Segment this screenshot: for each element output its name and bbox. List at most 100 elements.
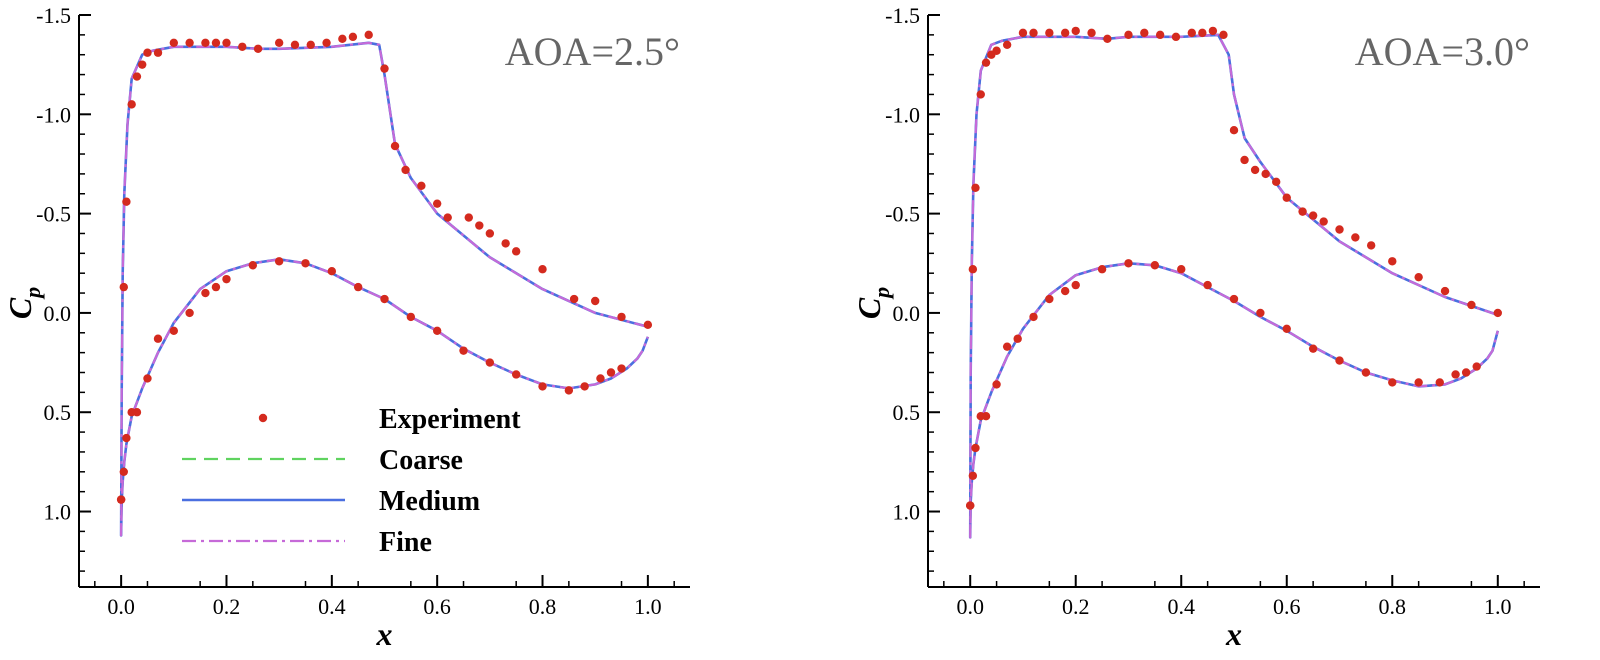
- experiment-point: [401, 165, 410, 175]
- experiment-point: [211, 38, 221, 48]
- x-axis-title: x: [376, 616, 393, 652]
- x-tick-label: 1.0: [1484, 594, 1512, 619]
- experiment-point: [348, 32, 358, 42]
- experiment-point: [119, 467, 128, 477]
- y-tick-label: -1.5: [885, 3, 920, 28]
- experiment-point: [1472, 362, 1481, 371]
- experiment-point: [485, 358, 495, 367]
- experiment-point: [143, 374, 152, 383]
- experiment-point: [1414, 378, 1423, 387]
- experiment-point: [1308, 211, 1318, 220]
- experiment-point: [1140, 28, 1149, 38]
- experiment-point: [1351, 233, 1360, 242]
- experiment-point: [1461, 368, 1471, 377]
- experiment-point: [1435, 378, 1444, 387]
- experiment-point: [1229, 294, 1239, 304]
- experiment-point: [238, 42, 247, 51]
- y-axis-title: Cp: [2, 287, 45, 319]
- experiment-point: [538, 265, 547, 274]
- y-tick-label: -0.5: [885, 202, 920, 227]
- experiment-point: [1256, 308, 1265, 318]
- experiment-point: [1029, 312, 1038, 322]
- experiment-point: [1187, 28, 1196, 38]
- y-tick-label: 0.5: [893, 400, 921, 425]
- experiment-point: [1388, 378, 1397, 387]
- experiment-point: [1150, 261, 1160, 270]
- y-tick-label: -1.0: [885, 102, 920, 127]
- experiment-point: [1272, 177, 1281, 187]
- legend-label-experiment: Experiment: [379, 404, 521, 435]
- experiment-point: [301, 259, 310, 268]
- x-tick-label: 1.0: [634, 594, 662, 619]
- experiment-point: [432, 326, 442, 335]
- fine-series-line: [120, 41, 649, 537]
- experiment-point: [364, 30, 373, 40]
- experiment-point: [966, 501, 975, 510]
- experiment-point: [1071, 26, 1080, 36]
- experiment-point: [1124, 30, 1133, 40]
- legend-marker-experiment: [258, 413, 268, 423]
- experiment-point: [971, 443, 980, 453]
- experiment-point: [1155, 30, 1165, 40]
- experiment-point: [1319, 217, 1328, 226]
- experiment-point: [1060, 286, 1070, 296]
- legend: Experiment Coarse Medium Fine: [182, 404, 521, 558]
- y-axis-title-subscript: p: [20, 287, 45, 300]
- experiment-point: [185, 308, 194, 318]
- experiment-point: [1414, 272, 1423, 282]
- experiment-point: [322, 38, 331, 48]
- y-tick-label: 0.0: [893, 301, 921, 326]
- experiment-point: [1198, 28, 1207, 38]
- experiment-point: [1467, 300, 1476, 310]
- experiment-point: [1087, 28, 1096, 38]
- experiment-point: [1203, 280, 1212, 290]
- experiment-point: [153, 334, 163, 343]
- experiment-point: [432, 199, 442, 208]
- y-axis-title-main: C: [2, 297, 38, 319]
- experiment-point: [132, 408, 142, 417]
- experiment-point: [1097, 265, 1107, 274]
- experiment-point: [1002, 40, 1012, 49]
- experiment-point: [443, 213, 452, 222]
- experiment-point: [1071, 280, 1080, 290]
- experiment-point: [274, 257, 284, 266]
- experiment-point: [201, 288, 210, 298]
- panel-aoa-2-5: 0.0 0.2 0.4 0.6 0.8 1.0 -1.5 -1.0 -0.5 0.0 0.5 1.0 x…: [2, 3, 690, 652]
- experiment-point: [1440, 286, 1450, 296]
- experiment-point: [222, 38, 231, 48]
- x-tick-label: 0.4: [318, 594, 346, 619]
- experiment-point: [253, 44, 263, 53]
- experiment-point: [992, 46, 1001, 55]
- x-tick-label: 0.8: [1379, 594, 1407, 619]
- experiment-point: [1177, 265, 1186, 274]
- experiment-point: [132, 72, 142, 81]
- experiment-point: [617, 312, 626, 322]
- experiment-point: [380, 294, 389, 304]
- x-tick-label: 0.6: [423, 594, 451, 619]
- y-tick-label: 0.0: [44, 301, 72, 326]
- experiment-point: [968, 471, 978, 480]
- experiment-point: [968, 265, 978, 274]
- legend-label-coarse: Coarse: [379, 445, 463, 476]
- experiment-point: [1451, 370, 1460, 379]
- y-tick-label: 1.0: [893, 500, 921, 525]
- experiment-point: [1171, 32, 1181, 42]
- experiment-point: [1282, 193, 1291, 202]
- experiment-point: [1366, 241, 1376, 250]
- experiment-point: [976, 90, 985, 99]
- x-tick-label: 0.8: [529, 594, 557, 619]
- experiment-point: [1124, 259, 1133, 268]
- y-axis-title: Cp: [851, 287, 894, 319]
- experiment-point: [981, 58, 991, 67]
- experiment-point: [185, 38, 194, 48]
- experiment-point: [248, 261, 258, 270]
- experiment-point: [116, 495, 126, 504]
- experiment-point: [643, 320, 653, 330]
- experiment-point: [327, 267, 337, 276]
- experiment-point: [590, 296, 600, 306]
- experiment-point: [992, 380, 1001, 389]
- x-axis-title: x: [1225, 616, 1242, 652]
- experiment-point: [501, 239, 510, 248]
- experiment-point: [122, 433, 131, 443]
